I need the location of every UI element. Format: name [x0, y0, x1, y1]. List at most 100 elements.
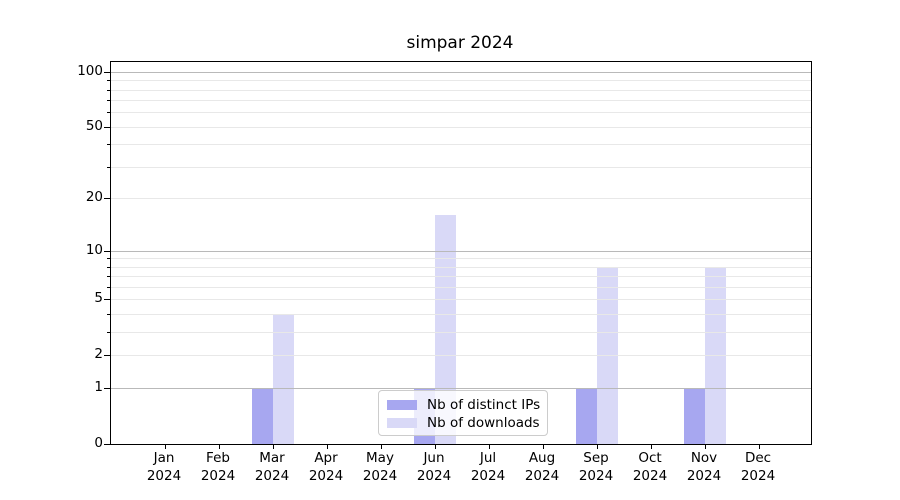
x-tick-sep — [597, 444, 598, 449]
x-tick-month: May — [366, 450, 394, 466]
y-tick-minor-7 — [107, 276, 110, 278]
gridline-major-100 — [111, 71, 811, 73]
x-tick-month: Aug — [528, 450, 556, 466]
y-tick-10 — [104, 250, 110, 252]
y-tick-label-5: 5 — [94, 290, 103, 307]
x-tick-year: 2024 — [362, 468, 398, 484]
x-tick-may — [381, 444, 382, 449]
gridline-major-1 — [111, 388, 811, 390]
x-tick-year: 2024 — [578, 468, 614, 484]
gridline-minor-70 — [111, 100, 811, 102]
y-tick-label-10: 10 — [85, 241, 103, 258]
legend: Nb of distinct IPs Nb of downloads — [378, 390, 548, 436]
y-tick-minor-9 — [107, 258, 110, 260]
gridline-minor-50 — [111, 126, 811, 128]
x-tick-label-feb: Feb 2024 — [191, 449, 245, 485]
y-tick-minor-80 — [107, 89, 110, 91]
gridline-minor-2 — [111, 355, 811, 357]
y-tick-2 — [104, 355, 110, 357]
gridline-minor-9 — [111, 258, 811, 260]
x-tick-feb — [219, 444, 220, 449]
x-tick-month: Dec — [744, 450, 772, 466]
x-tick-jan — [165, 444, 166, 449]
x-tick-mar — [273, 444, 274, 449]
x-tick-year: 2024 — [200, 468, 236, 484]
x-tick-label-nov: Nov 2024 — [677, 449, 731, 485]
bar-distinct-ips-mar — [252, 388, 273, 444]
x-tick-month: Jul — [479, 450, 497, 466]
gridline-minor-8 — [111, 266, 811, 268]
x-tick-label-dec: Dec 2024 — [731, 449, 785, 485]
gridline-minor-4 — [111, 314, 811, 316]
y-tick-minor-3 — [107, 332, 110, 334]
y-tick-minor-90 — [107, 80, 110, 82]
gridline-minor-7 — [111, 276, 811, 278]
x-tick-month: Mar — [259, 450, 285, 466]
gridline-minor-5 — [111, 299, 811, 301]
x-tick-apr — [327, 444, 328, 449]
y-tick-label-1: 1 — [94, 379, 103, 396]
y-tick-20 — [104, 198, 110, 200]
gridline-minor-3 — [111, 332, 811, 334]
bar-downloads-sep — [597, 266, 618, 444]
y-tick-1 — [104, 388, 110, 390]
gridline-major-10 — [111, 250, 811, 252]
x-tick-aug — [543, 444, 544, 449]
gridline-minor-40 — [111, 144, 811, 146]
y-tick-minor-30 — [107, 167, 110, 169]
y-tick-label-0: 0 — [94, 435, 103, 451]
bar-downloads-jun — [435, 215, 456, 444]
y-tick-minor-6 — [107, 287, 110, 289]
y-tick-label-100: 100 — [77, 62, 103, 79]
x-tick-nov — [705, 444, 706, 449]
x-tick-label-sep: Sep 2024 — [569, 449, 623, 485]
x-tick-jun — [435, 444, 436, 449]
x-tick-month: Apr — [314, 450, 338, 466]
x-tick-label-jul: Jul 2024 — [461, 449, 515, 485]
x-tick-year: 2024 — [686, 468, 722, 484]
y-tick-label-20: 20 — [85, 189, 103, 206]
x-tick-label-oct: Oct 2024 — [623, 449, 677, 485]
y-tick-label-2: 2 — [94, 346, 103, 363]
y-tick-0 — [104, 444, 110, 445]
gridline-minor-30 — [111, 167, 811, 169]
legend-item-downloads: Nb of downloads — [387, 414, 540, 432]
x-tick-month: Sep — [583, 450, 609, 466]
x-tick-jul — [489, 444, 490, 449]
bar-distinct-ips-nov — [684, 388, 705, 444]
plot-area — [104, 61, 812, 449]
gridline-minor-60 — [111, 112, 811, 114]
x-tick-month: Jan — [153, 450, 175, 466]
x-tick-year: 2024 — [308, 468, 344, 484]
x-tick-year: 2024 — [740, 468, 776, 484]
gridline-minor-20 — [111, 198, 811, 200]
gridline-minor-6 — [111, 287, 811, 289]
y-tick-minor-4 — [107, 314, 110, 316]
chart-title: simpar 2024 — [406, 33, 514, 53]
x-tick-label-jan: Jan 2024 — [137, 449, 191, 485]
y-tick-50 — [104, 126, 110, 128]
y-tick-minor-40 — [107, 144, 110, 146]
x-tick-label-apr: Apr 2024 — [299, 449, 353, 485]
y-tick-minor-8 — [107, 266, 110, 268]
x-tick-year: 2024 — [416, 468, 452, 484]
gridline-minor-80 — [111, 89, 811, 91]
bar-downloads-nov — [705, 266, 726, 444]
x-tick-month: Feb — [206, 450, 230, 466]
legend-item-distinct-ips: Nb of distinct IPs — [387, 396, 541, 414]
x-tick-label-mar: Mar 2024 — [245, 449, 299, 485]
x-tick-oct — [651, 444, 652, 449]
x-tick-label-aug: Aug 2024 — [515, 449, 569, 485]
y-tick-5 — [104, 299, 110, 301]
x-tick-year: 2024 — [254, 468, 290, 484]
legend-label-downloads: Nb of downloads — [427, 415, 540, 431]
bar-distinct-ips-sep — [576, 388, 597, 444]
legend-swatch-distinct-ips — [387, 400, 417, 410]
x-tick-year: 2024 — [470, 468, 506, 484]
x-tick-label-may: May 2024 — [353, 449, 407, 485]
legend-label-distinct-ips: Nb of distinct IPs — [427, 397, 541, 413]
x-tick-month: Jun — [423, 450, 445, 466]
x-tick-year: 2024 — [632, 468, 668, 484]
y-tick-minor-60 — [107, 112, 110, 114]
